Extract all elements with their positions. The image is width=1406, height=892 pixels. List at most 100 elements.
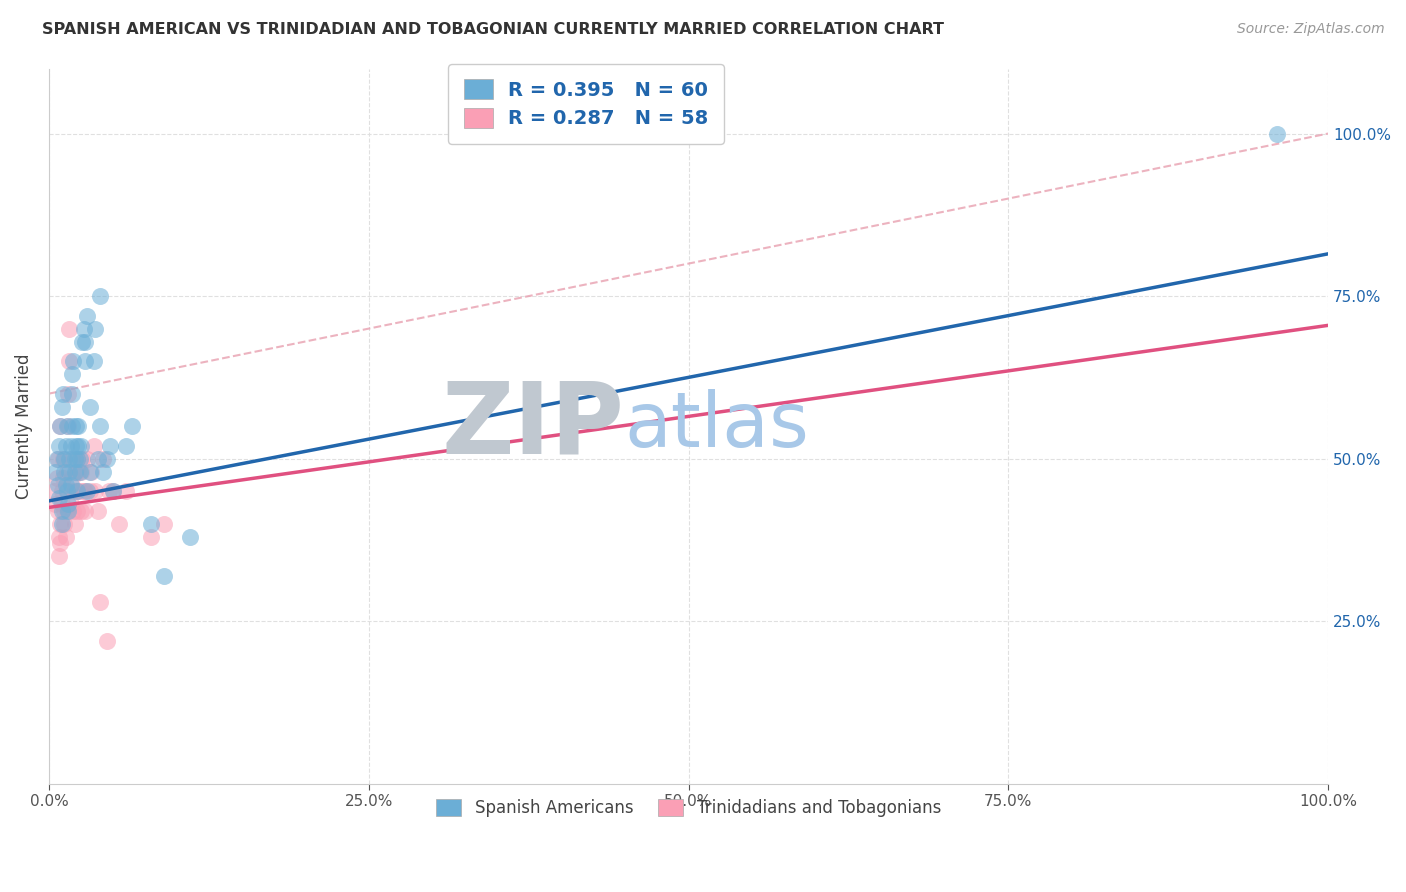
Point: [46, 503, 69, 517]
Point: [46, 477, 69, 491]
Text: Source: ZipAtlas.com: Source: ZipAtlas.com: [1237, 22, 1385, 37]
Point: [73, 334, 96, 349]
Point: [49, 419, 72, 434]
Point: [48, 530, 70, 544]
Point: [79, 400, 101, 414]
Point: [66, 484, 89, 499]
Point: [56, 419, 79, 434]
Point: [56, 503, 79, 517]
Point: [59, 484, 82, 499]
Point: [86, 451, 108, 466]
Point: [100, 439, 122, 453]
Point: [96, 633, 118, 648]
Point: [66, 503, 89, 517]
Point: [55, 477, 77, 491]
Point: [51, 497, 73, 511]
Point: [76, 451, 98, 466]
Point: [59, 439, 82, 453]
Point: [1265, 127, 1288, 141]
Point: [53, 451, 76, 466]
Point: [60, 367, 83, 381]
Point: [51, 400, 73, 414]
Point: [52, 386, 75, 401]
Point: [65, 419, 87, 434]
Point: [56, 465, 79, 479]
Point: [63, 516, 86, 531]
Point: [48, 549, 70, 564]
Point: [58, 451, 80, 466]
Point: [49, 536, 72, 550]
Legend: Spanish Americans, Trinidadians and Tobagonians: Spanish Americans, Trinidadians and Toba…: [427, 790, 949, 825]
Point: [53, 503, 76, 517]
Point: [67, 484, 90, 499]
Point: [58, 465, 80, 479]
Point: [46, 451, 69, 466]
Point: [56, 484, 79, 499]
Point: [53, 516, 76, 531]
Point: [114, 439, 136, 453]
Point: [73, 484, 96, 499]
Point: [83, 439, 105, 453]
Point: [83, 354, 105, 368]
Point: [56, 386, 79, 401]
Y-axis label: Currently Married: Currently Married: [15, 353, 32, 499]
Point: [67, 439, 90, 453]
Point: [49, 419, 72, 434]
Point: [51, 484, 73, 499]
Point: [89, 419, 111, 434]
Point: [70, 451, 93, 466]
Point: [70, 465, 93, 479]
Point: [98, 484, 121, 499]
Point: [69, 484, 91, 499]
Point: [84, 484, 107, 499]
Point: [91, 465, 114, 479]
Text: ZIP: ZIP: [441, 377, 624, 475]
Point: [153, 516, 176, 531]
Point: [96, 451, 118, 466]
Point: [63, 451, 86, 466]
Point: [59, 477, 82, 491]
Point: [101, 484, 124, 499]
Point: [49, 516, 72, 531]
Point: [79, 484, 101, 499]
Point: [89, 289, 111, 303]
Point: [60, 451, 83, 466]
Point: [52, 451, 75, 466]
Point: [121, 419, 143, 434]
Point: [80, 465, 103, 479]
Point: [141, 530, 163, 544]
Point: [53, 465, 76, 479]
Point: [69, 465, 91, 479]
Point: [56, 497, 79, 511]
Point: [62, 354, 84, 368]
Point: [101, 484, 124, 499]
Point: [63, 484, 86, 499]
Point: [91, 451, 114, 466]
Point: [108, 516, 131, 531]
Point: [60, 386, 83, 401]
Point: [76, 484, 98, 499]
Point: [179, 530, 201, 544]
Point: [60, 471, 83, 485]
Point: [114, 484, 136, 499]
Text: SPANISH AMERICAN VS TRINIDADIAN AND TOBAGONIAN CURRENTLY MARRIED CORRELATION CHA: SPANISH AMERICAN VS TRINIDADIAN AND TOBA…: [42, 22, 945, 37]
Point: [141, 516, 163, 531]
Point: [42, 484, 65, 499]
Point: [65, 465, 87, 479]
Point: [89, 595, 111, 609]
Point: [62, 503, 84, 517]
Point: [73, 503, 96, 517]
Point: [153, 568, 176, 582]
Point: [58, 321, 80, 335]
Point: [70, 334, 93, 349]
Point: [70, 503, 93, 517]
Point: [70, 439, 93, 453]
Point: [67, 465, 90, 479]
Point: [67, 419, 90, 434]
Point: [76, 309, 98, 323]
Point: [51, 516, 73, 531]
Point: [44, 497, 66, 511]
Point: [63, 465, 86, 479]
Point: [69, 451, 91, 466]
Point: [72, 321, 94, 335]
